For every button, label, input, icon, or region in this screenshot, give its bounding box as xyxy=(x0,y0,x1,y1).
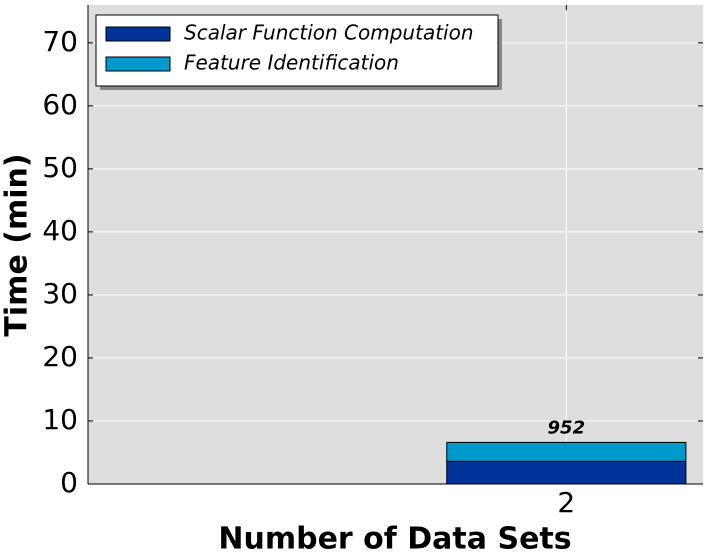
bar-label: 952 xyxy=(548,417,586,438)
x-axis-label: Number of Data Sets xyxy=(218,522,571,557)
legend-swatch xyxy=(105,26,171,42)
y-tick-label: 30 xyxy=(42,277,78,310)
y-tick-label: 40 xyxy=(42,214,78,247)
x-tick-label: 2 xyxy=(557,486,575,519)
y-tick-label: 0 xyxy=(60,466,78,499)
y-tick-label: 70 xyxy=(42,25,78,58)
legend-label: Scalar Function Computation xyxy=(184,21,474,45)
legend xyxy=(95,14,499,87)
legend-label: Feature Identification xyxy=(184,51,399,75)
y-tick-label: 50 xyxy=(42,151,78,184)
y-axis-label: Time (min) xyxy=(0,153,35,336)
y-tick-label: 20 xyxy=(42,340,78,373)
y-tick-label: 10 xyxy=(42,403,78,436)
legend-swatch xyxy=(105,56,171,72)
bar-segment xyxy=(446,460,687,485)
bar-segment xyxy=(446,441,687,462)
y-tick-label: 60 xyxy=(42,88,78,121)
